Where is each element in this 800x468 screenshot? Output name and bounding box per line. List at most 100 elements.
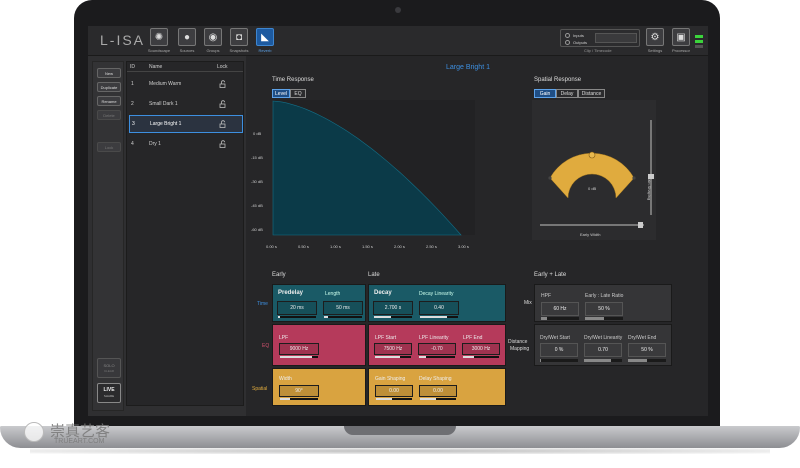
watermark: 崇真艺客 TRUEART.COM	[24, 420, 144, 450]
hpf-field[interactable]: 60 Hz	[541, 302, 579, 316]
preset-row[interactable]: 4 Dry 1	[129, 135, 243, 153]
delay-shaping-label: Delay Shaping	[419, 376, 452, 382]
top-toolbar: L-ISA ✺ Soundscape ● Sources ◉ Groups ◘ …	[88, 26, 708, 56]
lock-column-header: Lock	[217, 64, 228, 70]
preset-row[interactable]: 1 Medium Warm	[129, 75, 243, 93]
tab-level[interactable]: Level	[272, 89, 290, 98]
preset-row-selected[interactable]: 3 Large Bright 1	[129, 115, 243, 133]
inputs-radio[interactable]	[565, 33, 570, 38]
tab-distance[interactable]: Distance	[578, 89, 605, 98]
app-screen: L-ISA ✺ Soundscape ● Sources ◉ Groups ◘ …	[88, 26, 708, 416]
soundscape-icon: ✺	[150, 28, 168, 46]
live-label: LIVE	[103, 387, 115, 393]
preset-row[interactable]: 2 Small Dark 1	[129, 95, 243, 113]
watermark-logo-icon	[24, 422, 44, 442]
decay-linearity-field[interactable]: 0.40	[419, 301, 459, 318]
fan-right-handle[interactable]	[632, 176, 636, 180]
unlock-icon[interactable]	[219, 100, 227, 108]
late-section-title: Late	[368, 272, 380, 278]
watermark-text: 崇真艺客	[50, 422, 111, 440]
reverb-main-panel: Large Bright 1 Time Response Level EQ 0 …	[246, 56, 708, 416]
lock-button[interactable]: Lock	[97, 142, 121, 152]
decay-curve	[272, 100, 462, 236]
gain-fan-shape[interactable]	[549, 152, 635, 199]
x-tick-label: 0.50 s	[298, 244, 309, 249]
soundscape-button[interactable]: ✺ Soundscape	[148, 28, 170, 55]
decay-field[interactable]: 2.700 s	[373, 301, 413, 318]
tab-delay[interactable]: Delay	[556, 89, 578, 98]
name-column-header: Name	[149, 64, 163, 70]
dw-linearity-bar	[584, 359, 622, 362]
outputs-label: Outputs	[573, 40, 588, 45]
dw-start-field[interactable]: 0 %	[540, 343, 578, 357]
gain-shaping-field[interactable]: 0.00	[375, 385, 413, 400]
new-button[interactable]: New	[97, 68, 121, 78]
camera-icon	[395, 7, 401, 13]
reverb-icon: ◣	[256, 28, 274, 46]
app-logo: L-ISA	[100, 32, 146, 48]
solo-button[interactable]: SOLO CLEAR	[97, 358, 121, 378]
early-width-track[interactable]	[540, 224, 644, 226]
length-field[interactable]: 50 ms	[323, 301, 363, 318]
snapshots-button[interactable]: ◘ Snapshots	[228, 28, 250, 55]
outputs-radio[interactable]	[565, 40, 570, 45]
unlock-icon[interactable]	[219, 120, 227, 128]
ratio-label: Early : Late Ratio	[585, 293, 624, 299]
unlock-icon[interactable]	[219, 80, 227, 88]
width-field[interactable]: 90°	[279, 385, 319, 400]
dw-end-bar	[628, 359, 666, 362]
processor-button[interactable]: ▣ Processor	[670, 28, 692, 55]
dw-linearity-field[interactable]: 0.70	[584, 343, 622, 357]
delay-shaping-field[interactable]: 0.00	[419, 385, 457, 400]
width-label: Width	[279, 376, 292, 382]
y-tick-label: -15 dB	[251, 155, 263, 160]
rename-button[interactable]: Rename	[97, 96, 121, 106]
laptop-base	[0, 426, 800, 448]
length-value: 50 ms	[336, 305, 350, 311]
toolbar-label: Sources	[179, 48, 195, 53]
x-tick-label: 0.00 s	[266, 244, 277, 249]
sources-button[interactable]: ● Sources	[176, 28, 198, 55]
lpf-linearity-label: LPF Linearity	[419, 335, 449, 341]
solo-label: SOLO	[103, 363, 115, 368]
row-label-spatial: Spatial	[252, 386, 268, 392]
decay-linearity-label: Decay Linearity	[419, 291, 454, 297]
tab-eq[interactable]: EQ	[290, 89, 306, 98]
reverb-button[interactable]: ◣ Reverb	[254, 28, 276, 55]
toolbar-label: Snapshots	[229, 48, 249, 53]
dw-end-field[interactable]: 50 %	[628, 343, 666, 357]
lpf-linearity-field[interactable]: -0.70	[418, 343, 456, 358]
lpf-end-field[interactable]: 3000 Hz	[462, 343, 500, 358]
lpf-end-value: 3000 Hz	[471, 346, 491, 352]
tab-gain[interactable]: Gain	[534, 89, 556, 98]
hpf-label: HPF	[541, 293, 551, 299]
status-led-2	[695, 40, 703, 43]
settings-button[interactable]: ⚙ Settings	[644, 28, 666, 55]
predelay-value: 20 ms	[290, 305, 304, 311]
fan-left-handle[interactable]	[548, 176, 552, 180]
early-width-handle[interactable]	[638, 222, 643, 228]
late-time-block: Decay Decay Linearity 2.700 s 0.40	[368, 284, 506, 322]
ratio-bar	[585, 317, 623, 320]
hpf-bar	[541, 317, 579, 320]
lpf-start-field[interactable]: 7500 Hz	[374, 343, 412, 358]
y-tick-label: 0 dB	[253, 131, 262, 136]
unlock-icon[interactable]	[219, 140, 227, 148]
gain-shaping-handle[interactable]	[648, 174, 654, 179]
delay-shaping-value: 0.00	[433, 388, 443, 394]
early-lpf-field[interactable]: 9000 Hz	[279, 343, 319, 358]
ratio-field[interactable]: 50 %	[585, 302, 623, 316]
gain-shaping-track[interactable]	[650, 120, 652, 215]
gain-shaping-value: 0.00	[389, 388, 399, 394]
early-time-block: Predelay Length 20 ms 50 ms	[272, 284, 366, 322]
status-led-3	[695, 45, 703, 48]
width-handle[interactable]	[588, 151, 596, 159]
early-lpf-label: LPF	[279, 335, 289, 341]
delete-button[interactable]: Delete	[97, 110, 121, 120]
live-share-button[interactable]: LIVE SHARE	[97, 383, 121, 403]
groups-button[interactable]: ◉ Groups	[202, 28, 224, 55]
solo-sublabel: CLEAR	[103, 369, 114, 373]
predelay-field[interactable]: 20 ms	[277, 301, 317, 318]
preset-id: 2	[131, 101, 134, 107]
duplicate-button[interactable]: Duplicate	[97, 82, 121, 92]
